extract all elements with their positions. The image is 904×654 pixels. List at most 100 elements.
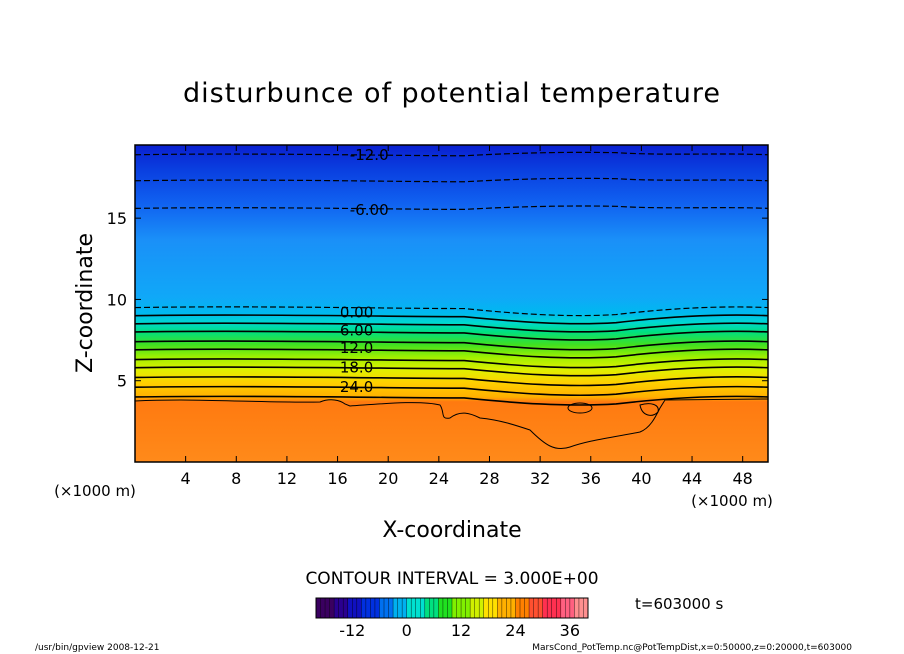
colorbar-cell <box>393 598 398 618</box>
x-tick-label: 48 <box>733 469 753 488</box>
colorbar-cell <box>461 598 466 618</box>
x-tick-label: 24 <box>429 469 449 488</box>
colorbar-cell <box>442 598 448 618</box>
x-tick-label: 16 <box>327 469 347 488</box>
colorbar-cell <box>447 598 453 618</box>
colorbar-cell <box>510 598 516 618</box>
colorbar-cell <box>320 598 326 618</box>
colorbar-cell <box>465 598 471 618</box>
contour-line <box>134 314 769 325</box>
contour-label: 12.0 <box>340 339 373 357</box>
chart-title: disturbunce of potential temperature <box>183 78 721 109</box>
colorbar-cell <box>574 598 580 618</box>
colorbar-cell <box>397 598 403 618</box>
colorbar-cell <box>316 598 321 618</box>
colorbar-cell <box>406 598 412 618</box>
contour-label: -12.0 <box>350 146 389 164</box>
x-tick-label: 4 <box>181 469 191 488</box>
x-unit-right: (×1000 m) <box>691 492 773 510</box>
colorbar-cell <box>411 598 417 618</box>
contour-line <box>134 177 769 183</box>
x-unit-left: (×1000 m) <box>54 482 136 500</box>
y-axis-label: Z-coordinate <box>73 233 98 373</box>
colorbar-cell <box>402 598 407 618</box>
colorbar-cell <box>429 598 435 618</box>
colorbar-cell <box>338 598 344 618</box>
y-tick-label: 10 <box>107 290 127 309</box>
contour-line <box>134 306 769 317</box>
colorbar-cell <box>474 598 480 618</box>
contour-label: 18.0 <box>340 359 373 377</box>
colorbar-cell <box>578 598 584 618</box>
colorbar-cell <box>334 598 339 618</box>
x-axis-label: X-coordinate <box>382 518 521 543</box>
colorbar-tick-label: -12 <box>339 621 365 640</box>
colorbar-cell <box>515 598 521 618</box>
colorbar-cell <box>488 598 494 618</box>
contour-line <box>134 205 769 211</box>
contour-line <box>134 395 769 406</box>
contour-label: 0.00 <box>340 303 373 321</box>
colorbar-cell <box>479 598 485 618</box>
colorbar-cell <box>415 598 421 618</box>
x-tick-label: 36 <box>581 469 601 488</box>
colorbar: -12 0 12 24 36 <box>315 597 589 640</box>
contour-lines <box>134 151 769 406</box>
colorbar-cell <box>556 598 562 618</box>
contour-line <box>134 375 769 387</box>
colorbar-tick-label: 0 <box>402 621 412 640</box>
contour-line <box>134 322 769 333</box>
colorbar-cell <box>374 598 380 618</box>
x-tick-label: 20 <box>378 469 398 488</box>
contour-label: -6.00 <box>350 201 389 219</box>
colorbar-cell <box>547 598 553 618</box>
colorbar-cell <box>365 598 371 618</box>
contour-label: 24.0 <box>340 378 373 396</box>
plot-field <box>135 145 768 462</box>
colorbar-cell <box>452 598 457 618</box>
colorbar-cell <box>524 598 530 618</box>
contour-interval-text: CONTOUR INTERVAL = 3.000E+00 <box>305 569 598 589</box>
colorbar-tick-label: 12 <box>451 621 471 640</box>
x-tick-label: 44 <box>682 469 702 488</box>
colorbar-cell <box>583 598 589 618</box>
y-axis: 5 10 15 <box>107 209 768 391</box>
colorbar-cell <box>506 598 512 618</box>
colorbar-cell <box>560 598 566 618</box>
colorbar-cell <box>361 598 367 618</box>
colorbar-cell <box>551 598 557 618</box>
y-tick-label: 5 <box>117 372 127 391</box>
colorbar-cell <box>492 598 498 618</box>
colorbar-cell <box>529 598 534 618</box>
footer-left: /usr/bin/gpview 2008-12-21 <box>35 643 159 653</box>
footer-right: MarsCond_PotTemp.nc@PotTempDist,x=0:5000… <box>532 643 852 653</box>
colorbar-cell <box>325 598 330 618</box>
colorbar-cell <box>438 598 444 618</box>
colorbar-cell <box>343 598 349 618</box>
colorbar-tick-label: 24 <box>505 621 525 640</box>
colorbar-cell <box>329 598 335 618</box>
colorbar-tick-label: 36 <box>560 621 580 640</box>
colorbar-frame <box>315 597 589 619</box>
colorbar-cell <box>352 598 358 618</box>
contour-line <box>134 348 769 359</box>
colorbar-cell <box>497 598 503 618</box>
colorbar-cell <box>370 598 376 618</box>
colorbar-cell <box>520 598 525 618</box>
x-tick-label: 8 <box>231 469 241 488</box>
colorbar-cell <box>565 598 571 618</box>
contour-line <box>134 366 769 377</box>
colorbar-cell <box>347 598 353 618</box>
plot-frame <box>134 144 769 463</box>
contour-line <box>134 151 769 157</box>
colorbar-cell <box>538 598 543 618</box>
x-tick-label: 12 <box>277 469 297 488</box>
contour-line <box>134 385 769 397</box>
colorbar-cell <box>379 598 385 618</box>
contour-line <box>134 340 769 351</box>
colorbar-cell <box>356 598 362 618</box>
contour-label: 6.00 <box>340 321 373 339</box>
